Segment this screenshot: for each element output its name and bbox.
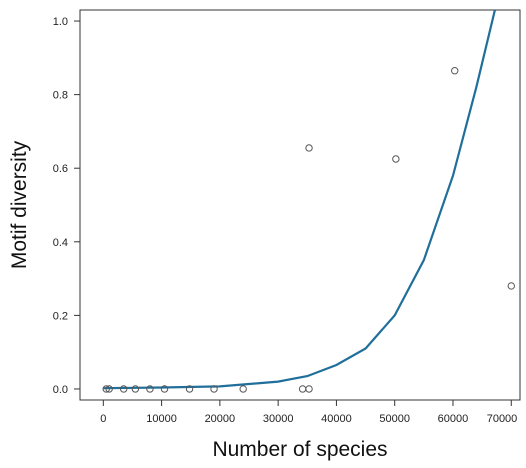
x-tick-label: 30000 [263,413,294,425]
y-tick-label: 0.6 [53,163,68,175]
x-tick-label: 70000 [487,413,518,425]
data-point [102,385,110,393]
data-point [146,385,154,393]
fit-curve [103,9,496,390]
data-point [160,385,169,393]
data-points [102,67,515,393]
x-tick-label: 20000 [205,413,236,425]
y-tick-label: 0.8 [53,90,68,102]
y-tick-label: 0.0 [53,384,68,396]
data-point [451,67,459,75]
x-tick-label: 50000 [379,413,410,425]
x-tick-label: 10000 [146,413,177,425]
data-point [105,385,113,393]
x-axis-title: Number of species [212,438,387,461]
data-point [305,385,313,393]
x-tick-label: 60000 [438,413,469,425]
data-point [298,385,307,393]
data-point [507,282,515,290]
data-point [131,385,140,393]
y-tick-label: 0.4 [53,237,68,249]
x-tick-label: 0 [100,413,106,425]
plot-frame [79,9,521,401]
data-point [392,155,400,163]
x-tick-label: 40000 [321,413,352,425]
data-point [120,385,128,393]
data-point [210,385,218,393]
data-point [305,144,313,152]
data-point [239,385,247,393]
x-axis: 0 10000 20000 30000 40000 50000 60000 70000 [100,400,517,425]
y-tick-label: 1.0 [53,16,68,28]
data-point [185,385,194,393]
y-axis: 0.0 0.2 0.4 0.6 0.8 1.0 [53,16,80,396]
y-axis-title: Motif diversity [8,140,31,269]
y-tick-label: 0.2 [53,310,68,322]
